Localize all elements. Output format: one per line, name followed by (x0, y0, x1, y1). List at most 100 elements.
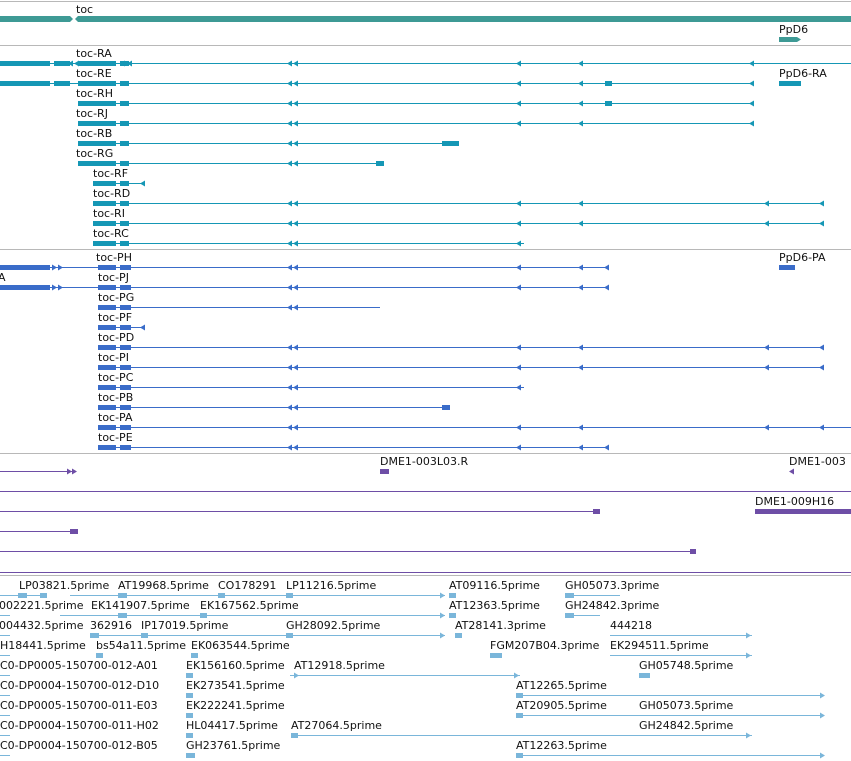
est-block[interactable] (186, 673, 193, 678)
transcript-exon[interactable] (98, 425, 116, 430)
transcript-exon[interactable] (0, 61, 50, 66)
strand-arrow-icon (746, 632, 751, 639)
transcript-exon[interactable] (120, 265, 131, 270)
est-block[interactable] (639, 673, 650, 678)
transcript-exon[interactable] (54, 61, 70, 66)
strand-arrow-icon (764, 200, 769, 207)
est-block[interactable] (90, 633, 99, 638)
probe-block[interactable] (755, 509, 851, 514)
transcript-exon[interactable] (120, 101, 129, 106)
est-block[interactable] (455, 633, 462, 638)
transcript-exon[interactable] (120, 81, 129, 86)
est-block[interactable] (449, 593, 456, 598)
transcript-exon[interactable] (93, 181, 116, 186)
transcript-exon[interactable] (120, 285, 131, 290)
transcript-exon[interactable] (442, 141, 459, 146)
transcript-exon[interactable] (120, 241, 129, 246)
transcript-exon[interactable] (779, 265, 795, 270)
est-block[interactable] (286, 633, 293, 638)
est-block[interactable] (291, 733, 298, 738)
est-block[interactable] (200, 613, 207, 618)
transcript-exon[interactable] (78, 61, 116, 66)
transcript-exon[interactable] (779, 81, 801, 86)
probe-block[interactable] (690, 549, 696, 554)
transcript-exon[interactable] (78, 81, 116, 86)
transcript-exon[interactable] (120, 221, 129, 226)
transcript-exon[interactable] (120, 345, 131, 350)
gene-bar[interactable] (779, 37, 797, 42)
transcript-exon[interactable] (120, 181, 129, 186)
transcript-exon[interactable] (120, 141, 129, 146)
est-block[interactable] (118, 613, 127, 618)
transcript-exon[interactable] (120, 305, 131, 310)
est-block[interactable] (218, 593, 225, 598)
transcript-exon[interactable] (78, 141, 116, 146)
est-block[interactable] (186, 733, 193, 738)
est-block[interactable] (516, 713, 523, 718)
est-block[interactable] (186, 713, 193, 718)
transcript-exon[interactable] (78, 101, 116, 106)
transcript-exon[interactable] (98, 445, 116, 450)
transcript-exon[interactable] (120, 385, 131, 390)
transcript-exon[interactable] (54, 81, 70, 86)
transcript-exon[interactable] (98, 285, 116, 290)
transcript-exon[interactable] (120, 365, 131, 370)
est-block[interactable] (565, 593, 574, 598)
transcript-exon[interactable] (98, 265, 116, 270)
est-block[interactable] (516, 693, 523, 698)
transcript-exon[interactable] (120, 161, 129, 166)
probe-block[interactable] (70, 529, 78, 534)
transcript-exon[interactable] (98, 365, 116, 370)
strand-arrow-icon (287, 364, 292, 371)
transcript-exon[interactable] (98, 405, 116, 410)
transcript-exon[interactable] (93, 221, 116, 226)
est-block[interactable] (96, 653, 103, 658)
transcript-exon[interactable] (98, 385, 116, 390)
probe-block[interactable] (380, 469, 389, 474)
gene-bar[interactable] (78, 16, 851, 22)
gene-bar[interactable] (75, 16, 78, 22)
gene-bar[interactable] (0, 16, 70, 22)
transcript-exon[interactable] (98, 325, 116, 330)
est-block[interactable] (565, 613, 574, 618)
est-block[interactable] (18, 593, 27, 598)
transcript-exon[interactable] (78, 161, 116, 166)
transcript-exon[interactable] (0, 81, 50, 86)
est-block[interactable] (191, 653, 198, 658)
transcript-exon[interactable] (120, 121, 129, 126)
est-block[interactable] (449, 613, 456, 618)
strand-arrow-icon (140, 324, 145, 331)
transcript-exon[interactable] (605, 81, 612, 86)
est-block[interactable] (286, 593, 293, 598)
est-block[interactable] (490, 653, 502, 658)
transcript-exon[interactable] (376, 161, 384, 166)
est-block[interactable] (40, 593, 47, 598)
transcript-exon[interactable] (442, 405, 450, 410)
est-block[interactable] (186, 753, 195, 758)
strand-arrow-icon (578, 344, 583, 351)
transcript-exon[interactable] (120, 201, 129, 206)
est-block[interactable] (118, 593, 127, 598)
transcript-exon[interactable] (120, 325, 131, 330)
transcript-exon[interactable] (98, 305, 116, 310)
gene-bar[interactable] (797, 37, 801, 42)
transcript-exon[interactable] (0, 285, 50, 290)
probe-block[interactable] (593, 509, 600, 514)
est-block[interactable] (516, 753, 523, 758)
est-block[interactable] (186, 693, 193, 698)
est-block[interactable] (141, 633, 148, 638)
feature-blocks[interactable] (0, 16, 851, 758)
transcript-exon[interactable] (605, 101, 612, 106)
feature-label: C0-DP0005-150700-011-E03 (0, 699, 158, 712)
transcript-exon[interactable] (78, 121, 116, 126)
transcript-exon[interactable] (120, 405, 131, 410)
transcript-exon[interactable] (120, 425, 131, 430)
transcript-exon[interactable] (93, 201, 116, 206)
transcript-exon[interactable] (120, 445, 131, 450)
gene-bar[interactable] (70, 16, 73, 22)
transcript-exon[interactable] (93, 241, 116, 246)
feature-label: toc-PE (98, 431, 133, 444)
transcript-exon[interactable] (98, 345, 116, 350)
transcript-exon[interactable] (0, 265, 50, 270)
